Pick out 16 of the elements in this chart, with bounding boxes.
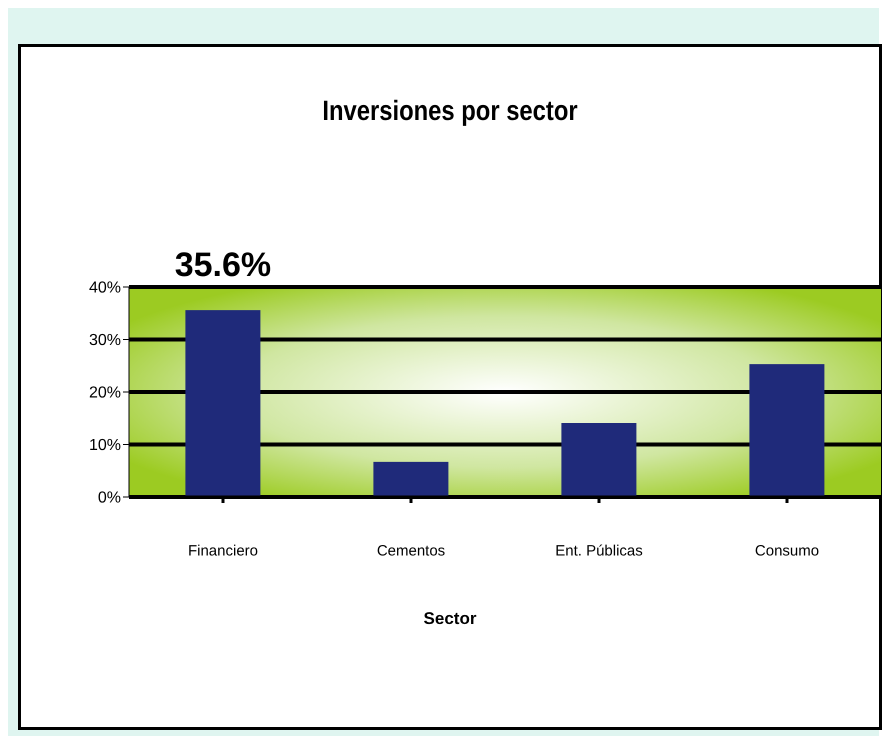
y-tick-label: 0%: [98, 490, 121, 507]
bar: [185, 310, 260, 497]
x-tick-label: Financiero: [188, 542, 258, 560]
y-tick-label: 20%: [88, 384, 121, 402]
x-axis-title: Sector: [422, 609, 478, 629]
x-tick-label: Ent. Públicas: [555, 542, 643, 560]
bar: [749, 364, 824, 497]
data-label: 35.6%: [174, 246, 272, 284]
bar: [373, 462, 448, 497]
y-tick-label: 40%: [88, 280, 121, 297]
y-tick-label: 10%: [88, 437, 121, 454]
y-tick-label: 30%: [88, 332, 121, 350]
bar: [561, 422, 636, 497]
chart-title: Inversiones por sector: [321, 95, 579, 127]
x-tick-label: Consumo: [754, 542, 820, 560]
x-tick-label: Cementos: [376, 542, 446, 560]
